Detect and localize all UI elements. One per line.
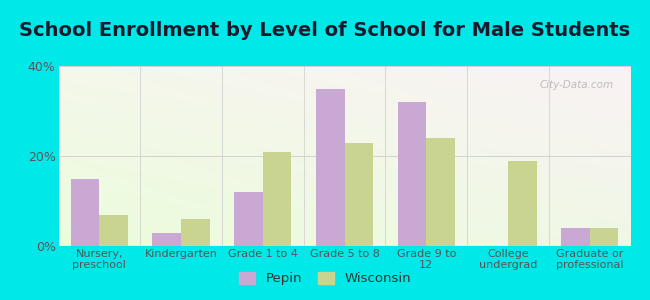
Bar (263, 152, 291, 246)
Text: School Enrollment by Level of School for Male Students: School Enrollment by Level of School for… (20, 21, 630, 40)
Bar (316, 88, 344, 246)
Text: City-Data.com: City-Data.com (540, 80, 614, 90)
Bar (153, 232, 181, 246)
Bar (181, 219, 210, 246)
Bar (99, 214, 128, 246)
Bar (398, 102, 426, 246)
Bar (344, 142, 373, 246)
Bar (590, 228, 618, 246)
Bar (71, 178, 99, 246)
Bar (234, 192, 263, 246)
Bar (561, 228, 590, 246)
Bar (508, 160, 536, 246)
Legend: Pepin, Wisconsin: Pepin, Wisconsin (234, 266, 416, 290)
Bar (426, 138, 455, 246)
